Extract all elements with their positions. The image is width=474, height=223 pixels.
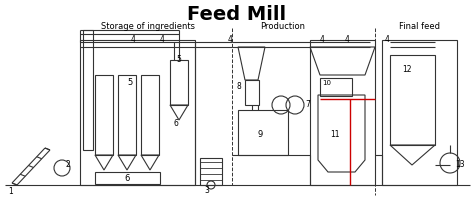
Text: 9: 9 [257, 130, 263, 139]
Bar [80, 40, 195, 185]
Bar [310, 40, 375, 185]
Text: 13: 13 [455, 160, 465, 169]
Text: 4: 4 [228, 35, 233, 44]
Text: 5: 5 [128, 78, 133, 87]
Text: 4: 4 [345, 35, 350, 44]
Bar [141, 75, 159, 155]
Text: Production: Production [261, 22, 306, 31]
Bar [390, 55, 435, 145]
Bar [200, 158, 222, 185]
Text: 4: 4 [130, 35, 136, 44]
Text: 6: 6 [124, 174, 130, 183]
Text: Feed Mill: Feed Mill [187, 5, 287, 24]
Bar [245, 80, 259, 105]
Text: 3: 3 [204, 186, 209, 195]
Text: 6: 6 [174, 119, 179, 128]
Bar [118, 75, 136, 155]
Text: 7: 7 [305, 100, 310, 109]
Text: 11: 11 [330, 130, 340, 139]
Bar [170, 60, 188, 105]
Text: 1: 1 [8, 187, 13, 196]
Text: 10: 10 [322, 80, 331, 86]
Bar [320, 78, 352, 96]
Text: 8: 8 [237, 82, 242, 91]
Text: 4: 4 [385, 35, 390, 44]
Bar [238, 110, 288, 155]
Bar [382, 40, 457, 185]
Bar [95, 172, 160, 184]
Bar [95, 75, 113, 155]
Text: Storage of ingredients: Storage of ingredients [101, 22, 195, 31]
Bar [83, 30, 93, 150]
Text: 4: 4 [320, 35, 325, 44]
Text: 5: 5 [176, 55, 182, 64]
Text: Final feed: Final feed [400, 22, 440, 31]
Text: 4: 4 [160, 35, 165, 44]
Text: 2: 2 [66, 160, 71, 169]
Text: 12: 12 [402, 65, 412, 74]
